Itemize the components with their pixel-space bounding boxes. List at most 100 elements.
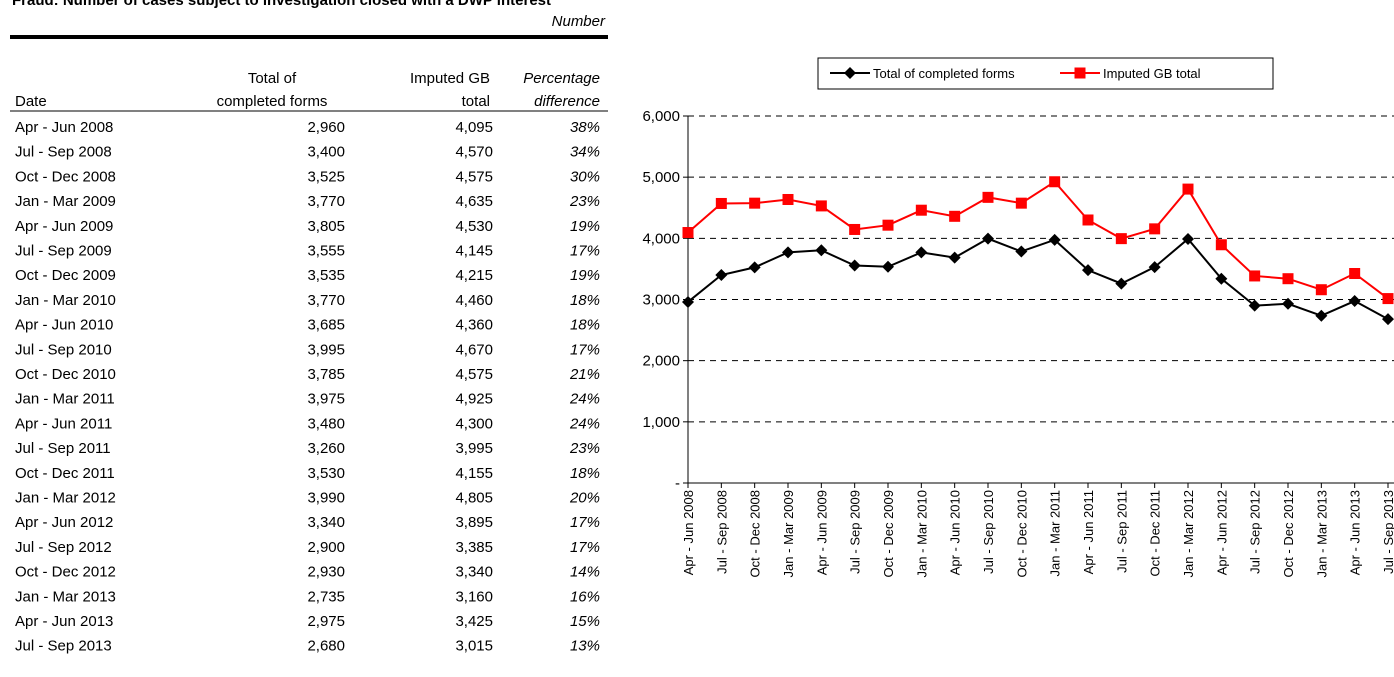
data-point — [1215, 272, 1228, 285]
table-cell: 4,570 — [455, 144, 493, 161]
table-cell: 3,480 — [307, 415, 345, 432]
table-cell: 18% — [570, 317, 600, 334]
table-cell: 3,425 — [455, 613, 493, 630]
data-point — [815, 200, 827, 212]
data-point — [715, 269, 728, 282]
table-cell: Jul - Sep 2013 — [15, 638, 112, 655]
data-point — [1082, 264, 1094, 277]
table-cell: Apr - Jun 2013 — [15, 613, 113, 630]
data-point — [949, 210, 961, 222]
x-tick-label: Oct - Dec 2010 — [1014, 490, 1029, 577]
data-point — [1348, 295, 1361, 308]
table-cell: 3,990 — [307, 490, 345, 507]
data-point — [982, 191, 994, 203]
table-cell: Oct - Dec 2008 — [15, 168, 116, 185]
table-cell: 3,340 — [455, 564, 493, 581]
x-tick-label: Jul - Sep 2012 — [1248, 490, 1263, 574]
table-cell: 3,685 — [307, 317, 345, 334]
y-tick-label: 3,000 — [642, 292, 680, 309]
x-tick-label: Oct - Dec 2009 — [881, 490, 896, 577]
data-point — [882, 260, 894, 273]
table-cell: 3,340 — [307, 514, 345, 531]
unit-label: Number — [552, 13, 606, 30]
table-cell: Jan - Mar 2010 — [15, 292, 116, 309]
table-cell: 4,670 — [455, 341, 493, 358]
data-point — [1315, 284, 1327, 296]
legend — [817, 57, 1274, 90]
data-point — [1282, 273, 1294, 285]
data-point — [915, 204, 927, 216]
data-point — [815, 244, 828, 257]
table-cell: 2,960 — [307, 119, 345, 136]
table-cell: 19% — [570, 267, 600, 284]
table-cell: 4,095 — [455, 119, 493, 136]
y-tick-label: 5,000 — [642, 169, 680, 186]
table-cell: Jul - Sep 2009 — [15, 243, 112, 260]
data-point — [1148, 261, 1161, 274]
table-header: Imputed GB — [410, 70, 490, 87]
table-cell: 4,575 — [455, 168, 493, 185]
table-cell: Jan - Mar 2009 — [15, 193, 116, 210]
data-point — [682, 295, 694, 308]
table-cell: 3,770 — [307, 193, 345, 210]
table-cell: 15% — [570, 613, 600, 630]
data-point — [1115, 277, 1128, 290]
table-header: Percentage — [523, 70, 600, 87]
x-tick-label: Jul - Sep 2009 — [848, 490, 863, 574]
x-tick-label: Oct - Dec 2008 — [748, 490, 763, 577]
data-point — [1015, 197, 1027, 209]
table-cell: 4,805 — [455, 490, 493, 507]
table-cell: 3,525 — [307, 168, 345, 185]
data-point — [1248, 299, 1261, 312]
y-tick-label: 2,000 — [642, 353, 680, 370]
table-cell: Oct - Dec 2012 — [15, 564, 116, 581]
table-cell: 4,145 — [455, 243, 493, 260]
data-point — [1382, 293, 1394, 305]
data-point — [1182, 183, 1194, 195]
y-tick-label: - — [675, 475, 680, 492]
data-point — [1315, 309, 1328, 322]
table-cell: 23% — [569, 440, 600, 457]
table-cell: Oct - Dec 2009 — [15, 267, 116, 284]
table-cell: 3,975 — [307, 391, 345, 408]
data-point — [1182, 232, 1194, 245]
data-point — [682, 227, 694, 239]
data-point — [1282, 297, 1294, 310]
data-point — [1149, 223, 1161, 235]
table-cell: 17% — [570, 243, 600, 260]
data-point — [1015, 245, 1028, 258]
data-point — [948, 251, 961, 264]
data-point — [782, 246, 794, 259]
table-cell: 24% — [569, 391, 600, 408]
table-cell: 4,460 — [455, 292, 493, 309]
page-title: Fraud: Number of cases subject to invest… — [12, 0, 551, 9]
x-tick-label: Apr - Jun 2010 — [948, 490, 963, 575]
table-cell: 23% — [569, 193, 600, 210]
table-cell: 4,155 — [455, 465, 493, 482]
table-cell: 3,995 — [455, 440, 493, 457]
table-header: Date — [15, 93, 47, 110]
table-cell: 38% — [570, 119, 600, 136]
data-point — [1215, 239, 1227, 251]
table-cell: 16% — [570, 588, 600, 605]
x-tick-label: Jan - Mar 2010 — [914, 490, 929, 577]
legend-marker — [844, 67, 856, 79]
table-cell: 3,015 — [455, 638, 493, 655]
table-cell: 14% — [570, 564, 600, 581]
x-tick-label: Apr - Jun 2012 — [1214, 490, 1229, 575]
table-cell: 4,925 — [455, 391, 493, 408]
x-tick-label: Jan - Mar 2013 — [1314, 490, 1329, 577]
table-cell: 30% — [570, 168, 600, 185]
legend-label: Total of completed forms — [873, 66, 1015, 81]
data-point — [1049, 176, 1061, 188]
table-cell: Apr - Jun 2010 — [15, 317, 113, 334]
data-point — [882, 219, 894, 231]
data-point — [1349, 268, 1361, 280]
table-cell: 4,300 — [455, 415, 493, 432]
legend-label: Imputed GB total — [1103, 66, 1201, 81]
x-tick-label: Jan - Mar 2012 — [1181, 490, 1196, 577]
table-header: difference — [534, 93, 600, 110]
table-cell: Jan - Mar 2011 — [15, 391, 115, 408]
table-cell: 34% — [570, 144, 600, 161]
table-cell: 17% — [570, 539, 600, 556]
